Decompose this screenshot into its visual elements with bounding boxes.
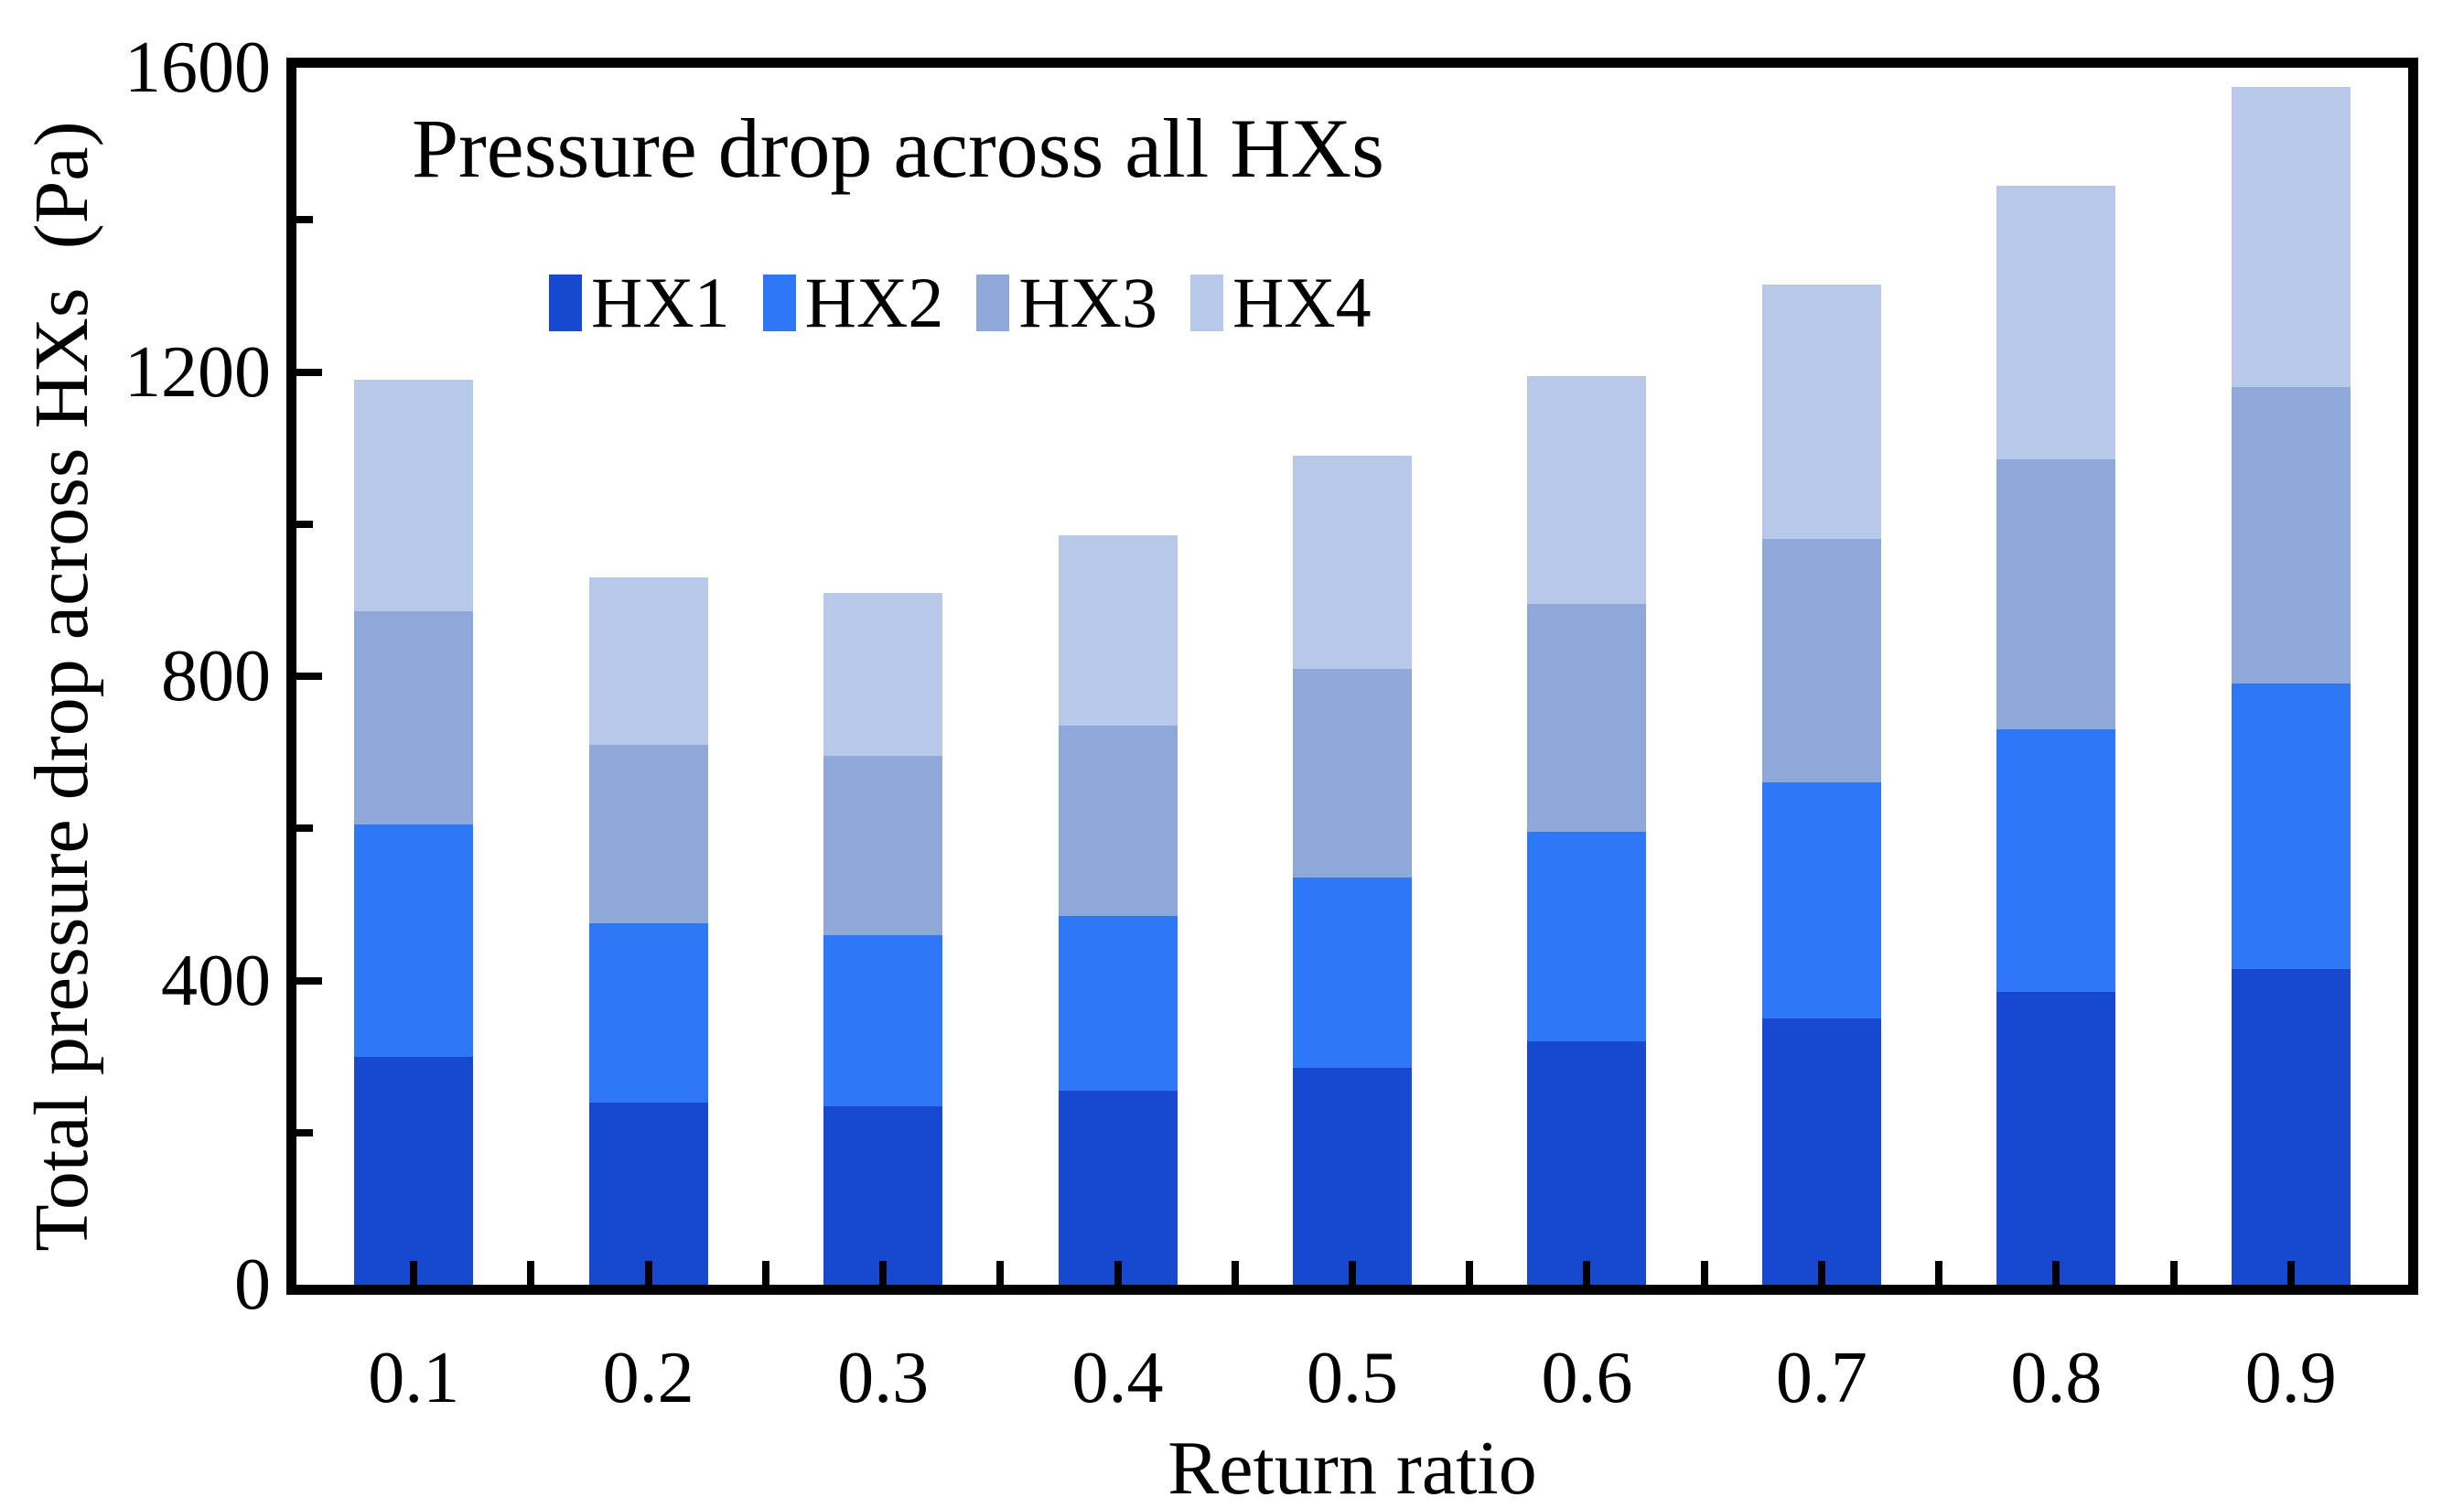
x-axis-tick [410, 1261, 418, 1285]
legend-label: HX1 [591, 263, 730, 342]
y-tick-label: 1600 [124, 27, 271, 108]
x-tick-label: 0.6 [1541, 1338, 1633, 1418]
y-tick-label: 0 [234, 1244, 271, 1325]
x-axis-tick [761, 1261, 769, 1285]
x-axis-tick [1466, 1261, 1474, 1285]
legend-swatch-hx4 [1190, 275, 1224, 331]
bar-segment-hx2-cat0.7 [1761, 782, 1881, 1019]
bar-segment-hx2-cat0.8 [1996, 729, 2116, 992]
legend-label: HX2 [804, 263, 944, 342]
x-axis-title: Return ratio [1167, 1426, 1537, 1508]
legend-label: HX3 [1018, 263, 1158, 342]
bar-segment-hx2-cat0.5 [1293, 878, 1412, 1069]
bar-segment-hx4-cat0.1 [354, 379, 474, 612]
bar-segment-hx1-cat0.4 [1058, 1091, 1178, 1285]
bar-segment-hx2-cat0.1 [354, 824, 474, 1057]
y-axis-minor-tick [296, 824, 313, 833]
bar-segment-hx1-cat0.5 [1293, 1068, 1412, 1285]
bar-segment-hx1-cat0.9 [2231, 969, 2351, 1285]
bar-segment-hx2-cat0.2 [588, 923, 708, 1103]
bar-segment-hx1-cat0.1 [354, 1056, 474, 1285]
legend-swatch-hx2 [762, 275, 796, 331]
bar-segment-hx1-cat0.6 [1527, 1041, 1647, 1285]
bar-segment-hx3-cat0.5 [1293, 668, 1412, 878]
x-axis-tick [1700, 1261, 1708, 1285]
x-tick-label: 0.1 [368, 1338, 460, 1418]
bar-segment-hx2-cat0.6 [1527, 832, 1647, 1041]
plot-frame [286, 58, 2418, 1295]
x-axis-tick [2286, 1261, 2295, 1285]
bar-segment-hx3-cat0.7 [1761, 539, 1881, 783]
x-tick-label: 0.9 [2244, 1338, 2337, 1418]
bar-segment-hx4-cat0.3 [823, 592, 943, 757]
legend-item-hx4: HX4 [1190, 267, 1372, 339]
bar-segment-hx1-cat0.3 [823, 1105, 943, 1285]
bar-segment-hx3-cat0.6 [1527, 604, 1647, 833]
x-axis-tick [2052, 1261, 2061, 1285]
bar-segment-hx3-cat0.4 [1058, 726, 1178, 916]
bar-segment-hx2-cat0.9 [2231, 684, 2351, 970]
x-axis-tick [1114, 1261, 1122, 1285]
bar-segment-hx4-cat0.8 [1996, 185, 2116, 460]
x-axis-tick [527, 1261, 535, 1285]
bar-segment-hx1-cat0.7 [1761, 1018, 1881, 1285]
y-tick-label: 800 [161, 636, 271, 716]
x-tick-label: 0.4 [1071, 1338, 1164, 1418]
y-axis-major-tick [296, 368, 322, 376]
x-tick-label: 0.5 [1307, 1338, 1398, 1418]
bar-segment-hx2-cat0.4 [1058, 915, 1178, 1092]
bar-segment-hx3-cat0.9 [2231, 387, 2351, 684]
bar-segment-hx3-cat0.1 [354, 611, 474, 825]
legend-item-hx1: HX1 [549, 267, 730, 339]
bar-segment-hx4-cat0.7 [1761, 284, 1881, 540]
y-axis-minor-tick [296, 216, 313, 224]
x-axis-tick [2169, 1261, 2178, 1285]
bar-segment-hx4-cat0.9 [2231, 86, 2351, 388]
bar-segment-hx2-cat0.3 [823, 934, 943, 1106]
legend: HX1 HX2 HX3 HX4 [549, 267, 1372, 339]
x-tick-label: 0.3 [837, 1338, 930, 1418]
y-axis-minor-tick [296, 1128, 313, 1136]
bar-segment-hx4-cat0.6 [1527, 375, 1647, 605]
y-axis-major-tick [296, 673, 322, 680]
bar-segment-hx3-cat0.8 [1996, 459, 2116, 730]
bar-segment-hx1-cat0.8 [1996, 991, 2116, 1285]
x-axis-tick [1231, 1261, 1239, 1285]
x-tick-label: 0.2 [602, 1338, 694, 1418]
x-axis-tick [879, 1261, 888, 1285]
x-axis-tick [644, 1261, 652, 1285]
bar-segment-hx1-cat0.2 [588, 1102, 708, 1285]
bar-segment-hx4-cat0.2 [588, 576, 708, 745]
chart-title: Pressure drop across all HXs [412, 102, 1384, 195]
y-tick-label: 1200 [124, 331, 271, 413]
x-tick-label: 0.7 [1775, 1338, 1867, 1418]
bar-segment-hx4-cat0.4 [1058, 535, 1178, 727]
legend-item-hx3: HX3 [976, 267, 1157, 339]
x-axis-tick [1349, 1261, 1356, 1285]
y-axis-major-tick [296, 976, 322, 985]
x-axis-tick [1935, 1261, 1943, 1285]
x-axis-tick [1817, 1261, 1825, 1285]
y-tick-label: 400 [161, 940, 271, 1021]
x-axis-tick [1583, 1261, 1591, 1285]
x-axis-tick [996, 1261, 1005, 1285]
legend-item-hx2: HX2 [762, 263, 944, 342]
legend-label: HX4 [1232, 263, 1372, 342]
bar-segment-hx4-cat0.5 [1293, 455, 1412, 669]
bar-segment-hx3-cat0.3 [823, 756, 943, 935]
legend-swatch-hx3 [976, 275, 1010, 331]
legend-swatch-hx1 [549, 275, 582, 331]
y-axis-minor-tick [296, 520, 313, 528]
bar-segment-hx3-cat0.2 [588, 744, 708, 924]
x-tick-label: 0.8 [2010, 1338, 2103, 1418]
